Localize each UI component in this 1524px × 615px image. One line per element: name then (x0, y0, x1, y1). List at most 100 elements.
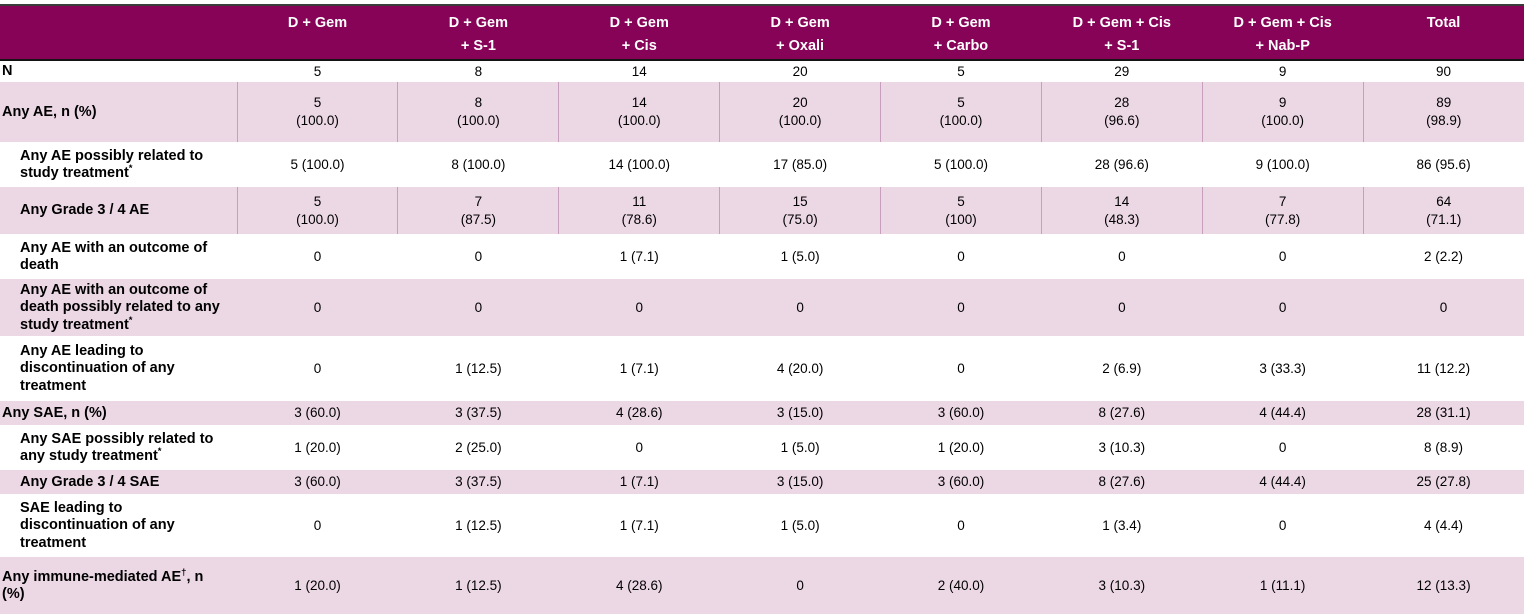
column-header-line1: Total (1426, 15, 1461, 31)
data-cell: 1 (20.0) (937, 439, 985, 455)
table-row: Any Grade 3 / 4 SAE 3 (60.0) 3 (37.5) 1 (7.… (0, 470, 1524, 495)
table-row: Any SAE, n (%) 3 (60.0) 3 (37.5) 4 (28.6) 3 … (0, 401, 1524, 426)
data-cell: 0 (957, 299, 965, 315)
data-cell-count: 15 (792, 193, 808, 209)
data-cell: 14 (100.0) (558, 82, 720, 143)
data-cell-percent: (75.0) (782, 211, 818, 227)
data-cell: 1 (7.1) (619, 248, 659, 264)
data-cell: 8 (474, 63, 483, 79)
data-cell: 0 (313, 248, 322, 264)
data-cell: 20 (100.0) (719, 82, 881, 143)
data-cell: 3 (10.3) (1098, 439, 1146, 455)
data-cell: 86 (95.6) (1416, 156, 1471, 172)
data-cell: 1 (20.0) (294, 577, 341, 593)
data-cell: 14 (631, 63, 647, 79)
data-cell-count: 8 (474, 95, 483, 111)
data-cell: 1 (3.4) (1102, 517, 1142, 533)
data-cell-count: 5 (957, 193, 965, 209)
data-cell-percent: (100.0) (939, 113, 983, 129)
data-cell: 4 (28.6) (615, 577, 663, 593)
table-row: Any AE with an outcome of death 0 0 1 (7.1)… (0, 234, 1524, 279)
data-cell: 2 (2.2) (1424, 248, 1464, 264)
data-cell: 3 (60.0) (294, 405, 341, 421)
row-label-text: Any AE with an outcome of death (20, 239, 208, 273)
column-header-line1: D + Gem + Cis (1072, 15, 1171, 31)
data-cell: 8 (100.0) (397, 82, 559, 143)
column-header-line1: D + Gem (609, 15, 669, 31)
data-cell: 5 (100.0) (880, 82, 1042, 143)
column-header-line1: D + Gem (287, 15, 348, 31)
data-cell-count: 9 (1278, 95, 1287, 111)
column-header-line1: D + Gem + Cis (1233, 15, 1332, 31)
data-cell: 0 (313, 517, 322, 533)
data-cell: 2 (6.9) (1102, 360, 1142, 376)
row-label-superscript: * (128, 314, 133, 326)
data-cell-count: 64 (1436, 193, 1452, 209)
data-cell-count: 20 (792, 95, 808, 111)
data-cell: 1 (5.0) (780, 439, 820, 455)
data-cell: 0 (1278, 439, 1287, 455)
row-label-text: SAE leading to discontinuation of any tr… (20, 500, 175, 551)
row-label: SAE leading to discontinuation of any tr… (0, 494, 237, 557)
row-label-superscript: * (128, 163, 133, 175)
data-cell: 1 (5.0) (780, 517, 820, 533)
data-cell: 9 (1278, 63, 1287, 79)
column-header-line2: + Oxali (776, 38, 825, 55)
data-cell: 0 (1118, 248, 1126, 264)
data-cell: 0 (313, 360, 322, 376)
data-cell: 15 (75.0) (719, 187, 881, 235)
data-cell-percent: (100.0) (296, 113, 339, 129)
data-cell-count: 89 (1436, 95, 1452, 111)
row-label-text: Any Grade 3 / 4 AE (20, 202, 150, 219)
data-cell: 25 (27.8) (1416, 474, 1471, 490)
data-cell-percent: (100.0) (1261, 113, 1305, 129)
row-label-tail: , n (%) (2, 568, 204, 602)
data-cell: 3 (37.5) (455, 474, 502, 490)
data-cell: 8 (100.0) (451, 156, 506, 172)
row-label-text: Any AE with an outcome of death possibly… (20, 282, 220, 333)
row-label: Any AE leading to discontinuation of any… (0, 336, 237, 401)
data-cell: 1 (12.5) (455, 517, 502, 533)
data-cell-percent: (100.0) (456, 113, 500, 129)
column-header: D + Gem + Cis + Nab-P (1202, 6, 1364, 62)
table-row: Any AE with an outcome of death possibly… (0, 279, 1524, 337)
data-cell: 4 (44.4) (1259, 405, 1306, 421)
data-cell: 3 (33.3) (1259, 360, 1306, 376)
table-row: N 5 8 14 20 5 29 9 90 (0, 60, 1524, 82)
data-cell: 5 (100.0) (236, 82, 398, 143)
header-row: D + Gem D + Gem + S-1 D + Gem + Cis D + Gem + … (0, 6, 1524, 62)
row-label: Any AE with an outcome of death possibly… (0, 279, 237, 336)
data-cell: 1 (20.0) (294, 439, 341, 455)
data-cell: 5 (313, 63, 322, 79)
data-cell: 0 (1278, 248, 1287, 264)
data-cell-count: 7 (1278, 193, 1287, 209)
row-label: Any AE possibly related to study treatme… (0, 142, 237, 187)
column-header-line2: + Nab-P (1255, 38, 1310, 55)
data-cell-percent: (100.0) (778, 113, 822, 129)
data-cell: 7 (87.5) (397, 187, 559, 235)
column-header: Total (1363, 6, 1524, 62)
data-cell-percent: (87.5) (460, 211, 497, 227)
data-cell: 14 (100.0) (608, 156, 671, 172)
column-header: D + Gem + Carbo (880, 6, 1042, 62)
data-cell-percent: (98.9) (1426, 113, 1462, 129)
data-cell: 89 (98.9) (1362, 82, 1524, 143)
data-cell: 0 (957, 360, 965, 376)
data-cell: 3 (15.0) (776, 474, 824, 490)
data-cell-count: 11 (632, 193, 647, 209)
data-cell: 9 (100.0) (1201, 82, 1364, 143)
data-cell: 1 (5.0) (780, 248, 820, 264)
column-header-line2: + S-1 (1104, 38, 1140, 55)
data-cell: 1 (11.1) (1259, 577, 1306, 593)
corner-header (0, 6, 238, 62)
data-cell: 5 (957, 63, 965, 79)
data-cell: 4 (44.4) (1259, 474, 1306, 490)
data-cell: 1 (12.5) (455, 360, 502, 376)
data-cell-count: 5 (313, 95, 322, 111)
table-row: Any SAE possibly related to any study tr… (0, 425, 1524, 470)
data-cell: 0 (1118, 299, 1126, 315)
data-cell-percent: (71.1) (1426, 211, 1462, 227)
data-cell-percent: (77.8) (1265, 211, 1301, 227)
column-header-line2: + Cis (621, 38, 657, 55)
data-cell-percent: (96.6) (1104, 113, 1140, 129)
